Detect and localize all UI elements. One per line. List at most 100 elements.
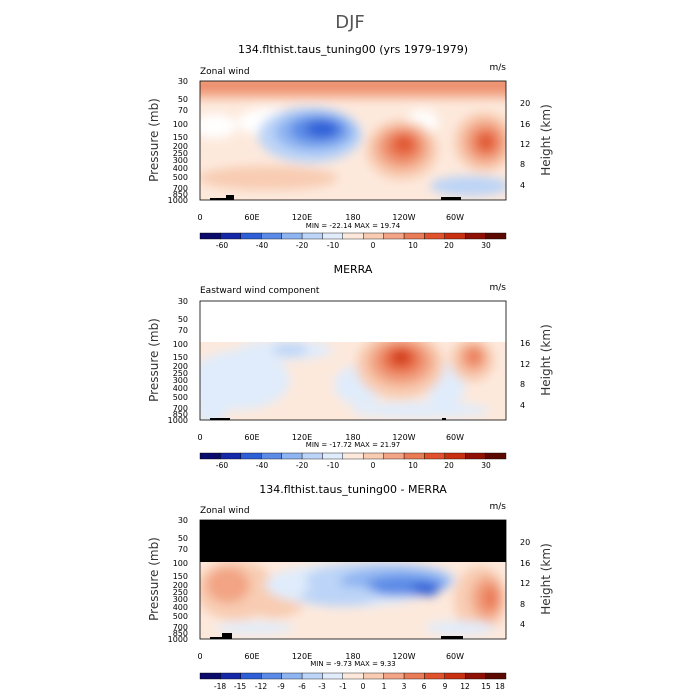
x-tick-label: 120W <box>392 433 415 442</box>
y-tick-label: 700 <box>173 404 188 413</box>
x-tick-label: 0 <box>197 433 202 442</box>
colorbar-swatch <box>261 452 282 460</box>
height-tick-label: 4 <box>520 401 525 410</box>
y-axis-title: Pressure (mb) <box>147 537 161 621</box>
panel-merra: MERRA Eastward wind component m/s <box>147 263 553 470</box>
colorbar-swatch <box>220 232 241 240</box>
colorbar: -60 -40 -20 -10 0 10 20 30 <box>199 452 507 470</box>
y-tick-label: 850 <box>173 629 188 638</box>
colorbar-swatch <box>485 232 507 240</box>
units-label: m/s <box>490 502 507 512</box>
colorbar-swatch <box>465 232 486 240</box>
height-tick-label: 8 <box>520 380 525 389</box>
colorbar-swatch <box>301 452 323 460</box>
colorbar-swatch <box>383 232 405 240</box>
colorbar-tick-label: 1 <box>382 682 387 691</box>
colorbar-tick-label: -15 <box>234 682 246 691</box>
colorbar-swatch <box>322 672 343 680</box>
colorbar-tick-label: 9 <box>443 682 448 691</box>
y-tick-label: 50 <box>178 95 188 104</box>
colorbar-swatch <box>342 452 364 460</box>
colorbar-tick-label: -1 <box>339 682 347 691</box>
colorbar-tick-label: -6 <box>298 682 306 691</box>
y-tick-label: 30 <box>178 297 188 306</box>
x-axis: 0 60E 120E 180 120W 60W <box>197 433 464 442</box>
height-axis-title: Height (km) <box>539 104 553 175</box>
contour-field <box>200 520 506 639</box>
x-tick-label: 60E <box>244 652 259 661</box>
y-tick-label: 30 <box>178 516 188 525</box>
height-axis: 4 8 12 16 20 Height (km) <box>520 538 553 629</box>
colorbar-tick-label: 30 <box>481 461 491 470</box>
colorbar-tick-label: 12 <box>460 682 470 691</box>
colorbar-tick-label: 10 <box>408 241 418 250</box>
x-axis: 0 60E 120E 180 120W 60W <box>197 652 464 661</box>
colorbar-swatch <box>281 452 303 460</box>
x-tick-label: 120E <box>292 213 312 222</box>
colorbar-swatch <box>383 452 405 460</box>
colorbar-swatch <box>444 452 466 460</box>
colorbar-tick-label: 0 <box>371 241 376 250</box>
y-tick-label: 70 <box>178 545 188 554</box>
colorbar-swatch <box>322 232 343 240</box>
y-tick-label: 150 <box>173 572 188 581</box>
height-axis: 4 8 12 16 20 Height (km) <box>520 99 553 190</box>
y-axis-title: Pressure (mb) <box>147 98 161 182</box>
x-tick-label: 60E <box>244 433 259 442</box>
variable-label: Zonal wind <box>200 67 250 77</box>
colorbar-tick-label: 20 <box>444 461 454 470</box>
y-tick-label: 200 <box>173 362 188 371</box>
y-tick-label: 250 <box>173 149 188 158</box>
colorbar-tick-label: 0 <box>371 461 376 470</box>
colorbar-tick-label: -3 <box>318 682 326 691</box>
x-tick-label: 120E <box>292 652 312 661</box>
y-tick-label: 50 <box>178 315 188 324</box>
height-tick-label: 12 <box>520 579 530 588</box>
colorbar-swatch <box>261 672 282 680</box>
colorbar-swatch <box>424 232 445 240</box>
colorbar-tick-label: 0 <box>361 682 366 691</box>
colorbar-tick-label: 3 <box>402 682 407 691</box>
y-tick-label: 1000 <box>168 416 188 425</box>
colorbar-tick-label: 30 <box>481 241 491 250</box>
x-tick-label: 60W <box>446 652 464 661</box>
colorbar-swatch <box>220 672 241 680</box>
y-tick-label: 300 <box>173 156 188 165</box>
height-tick-label: 8 <box>520 160 525 169</box>
colorbar-swatch <box>444 232 466 240</box>
colorbar: -18 -15 -12 -9 -6 -3 -1 0 1 3 6 9 12 15 … <box>199 672 507 691</box>
colorbar-tick-label: -20 <box>296 241 308 250</box>
y-tick-label: 100 <box>173 340 188 349</box>
y-tick-label: 30 <box>178 77 188 86</box>
y-tick-label: 700 <box>173 184 188 193</box>
x-tick-label: 60W <box>446 213 464 222</box>
plot-frame <box>199 300 507 421</box>
y-tick-label: 100 <box>173 559 188 568</box>
colorbar-tick-label: -9 <box>277 682 285 691</box>
colorbar-swatch <box>465 672 486 680</box>
panel-title: MERRA <box>334 263 373 276</box>
colorbar-swatch <box>240 672 262 680</box>
y-axis-title: Pressure (mb) <box>147 318 161 402</box>
min-max-stats: MIN = -22.14 MAX = 19.74 <box>306 222 401 230</box>
y-tick-label: 50 <box>178 534 188 543</box>
plot-frame <box>199 80 507 201</box>
colorbar-swatch <box>403 452 425 460</box>
y-tick-label: 400 <box>173 603 188 612</box>
y-tick-label: 500 <box>173 173 188 182</box>
panel-title: 134.flthist.taus_tuning00 - MERRA <box>259 483 447 496</box>
y-axis: 30 50 70 100 150 200 250 300 400 500 700… <box>147 516 188 644</box>
colorbar-tick-label: -60 <box>216 241 228 250</box>
y-tick-label: 300 <box>173 376 188 385</box>
x-tick-label: 120E <box>292 433 312 442</box>
height-axis-title: Height (km) <box>539 324 553 395</box>
colorbar-swatch <box>444 672 466 680</box>
x-tick-label: 60W <box>446 433 464 442</box>
height-tick-label: 16 <box>520 120 530 129</box>
colorbar-tick-label: -12 <box>255 682 267 691</box>
colorbar-tick-label: 15 <box>481 682 491 691</box>
colorbar-swatch <box>403 672 425 680</box>
height-tick-label: 16 <box>520 339 530 348</box>
colorbar-tick-label: -40 <box>256 241 268 250</box>
